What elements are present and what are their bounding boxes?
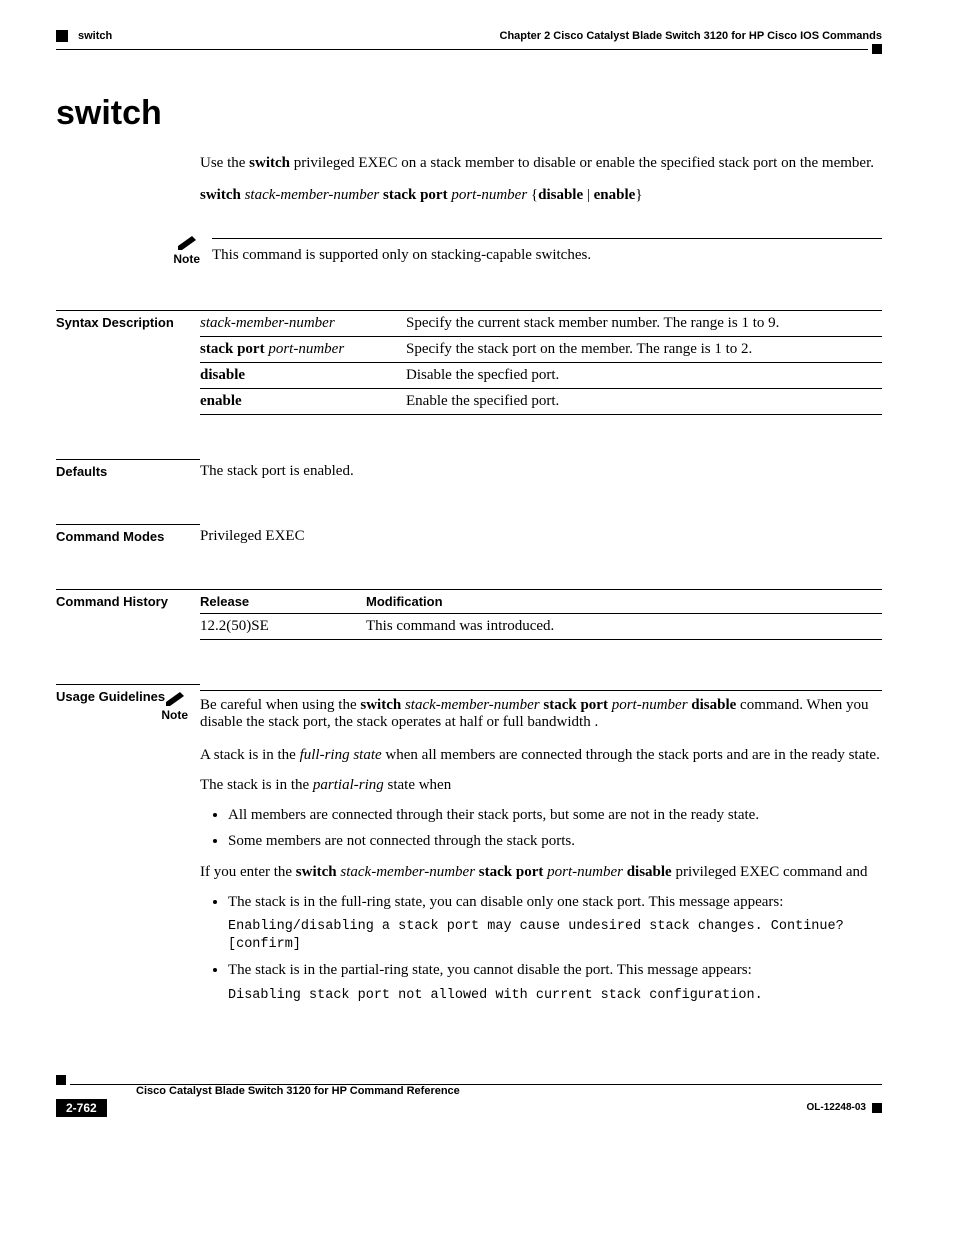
usage-p2: A stack is in the full-ring state when a… xyxy=(200,745,882,765)
usage-p3: The stack is in the partial-ring state w… xyxy=(200,775,882,795)
command-modes-section: Command Modes Privileged EXEC xyxy=(56,524,882,545)
defaults-section: Defaults The stack port is enabled. xyxy=(56,459,882,480)
note-icon-col: Note xyxy=(148,690,188,731)
usage-note-text: Be careful when using the switch stack-m… xyxy=(200,690,882,731)
table-row: enable Enable the specified port. xyxy=(200,388,882,414)
usage-guidelines-section: Usage Guidelines Note Be careful when us… xyxy=(56,684,882,1015)
note-block: Note This command is supported only on s… xyxy=(56,234,882,266)
intro-block: Use the switch privileged EXEC on a stac… xyxy=(200,153,882,206)
running-header: switch Chapter 2 Cisco Catalyst Blade Sw… xyxy=(56,30,882,42)
footer-bottom: 2-762 OL-12248-03 xyxy=(56,1099,882,1117)
pencil-icon xyxy=(164,690,188,706)
page-number-badge: 2-762 xyxy=(56,1099,107,1117)
syntax-line: switch stack-member-number stack port po… xyxy=(200,185,882,205)
footer-marker xyxy=(872,1103,882,1113)
section-label-history: Command History xyxy=(56,589,200,640)
note-icon-col: Note xyxy=(164,234,200,266)
page-title: switch xyxy=(56,94,882,133)
usage-bullets-1: All members are connected through their … xyxy=(200,805,882,852)
section-label-syntax: Syntax Description xyxy=(56,310,200,415)
table-row: stack-member-number Specify the current … xyxy=(200,310,882,336)
note-label: Note xyxy=(164,252,200,266)
section-label-defaults: Defaults xyxy=(56,459,200,480)
section-label-usage: Usage Guidelines xyxy=(56,684,200,1015)
table-row: stack port port-number Specify the stack… xyxy=(200,336,882,362)
syntax-table: stack-member-number Specify the current … xyxy=(200,310,882,415)
console-output: Disabling stack port not allowed with cu… xyxy=(228,987,882,1005)
syntax-table-wrap: stack-member-number Specify the current … xyxy=(200,310,882,415)
header-rule xyxy=(56,44,882,54)
syntax-description-section: Syntax Description stack-member-number S… xyxy=(56,310,882,415)
col-release: Release xyxy=(200,589,366,613)
header-marker xyxy=(56,30,68,42)
header-left: switch xyxy=(56,30,112,42)
table-row: 12.2(50)SE This command was introduced. xyxy=(200,613,882,639)
note-label: Note xyxy=(148,708,188,722)
footer-rule-marker xyxy=(56,1075,66,1085)
usage-bullets-2: The stack is in the full-ring state, you… xyxy=(200,892,882,1005)
history-table: Release Modification 12.2(50)SE This com… xyxy=(200,589,882,640)
col-modification: Modification xyxy=(366,589,882,613)
running-head-right: Chapter 2 Cisco Catalyst Blade Switch 31… xyxy=(500,30,882,42)
history-table-wrap: Release Modification 12.2(50)SE This com… xyxy=(200,589,882,640)
list-item: The stack is in the partial-ring state, … xyxy=(228,960,882,1004)
defaults-text: The stack port is enabled. xyxy=(200,459,882,480)
doc-id: OL-12248-03 xyxy=(807,1102,866,1113)
intro-paragraph: Use the switch privileged EXEC on a stac… xyxy=(200,153,882,173)
usage-p4: If you enter the switch stack-member-num… xyxy=(200,862,882,882)
list-item: The stack is in the full-ring state, you… xyxy=(228,892,882,955)
note-text: This command is supported only on stacki… xyxy=(212,238,882,265)
running-head-left: switch xyxy=(78,30,112,42)
table-row: disable Disable the specfied port. xyxy=(200,362,882,388)
section-label-modes: Command Modes xyxy=(56,524,200,545)
command-history-section: Command History Release Modification 12.… xyxy=(56,589,882,640)
command-modes-text: Privileged EXEC xyxy=(200,524,882,545)
usage-note: Note Be careful when using the switch st… xyxy=(200,690,882,731)
pencil-icon xyxy=(176,234,200,250)
usage-body: Note Be careful when using the switch st… xyxy=(200,684,882,1015)
page: switch Chapter 2 Cisco Catalyst Blade Sw… xyxy=(0,0,954,1157)
console-output: Enabling/disabling a stack port may caus… xyxy=(228,918,882,954)
list-item: Some members are not connected through t… xyxy=(228,831,882,851)
header-rule-marker xyxy=(872,44,882,54)
table-header-row: Release Modification xyxy=(200,589,882,613)
list-item: All members are connected through their … xyxy=(228,805,882,825)
footer-title: Cisco Catalyst Blade Switch 3120 for HP … xyxy=(136,1085,882,1097)
page-footer: Cisco Catalyst Blade Switch 3120 for HP … xyxy=(56,1075,882,1117)
